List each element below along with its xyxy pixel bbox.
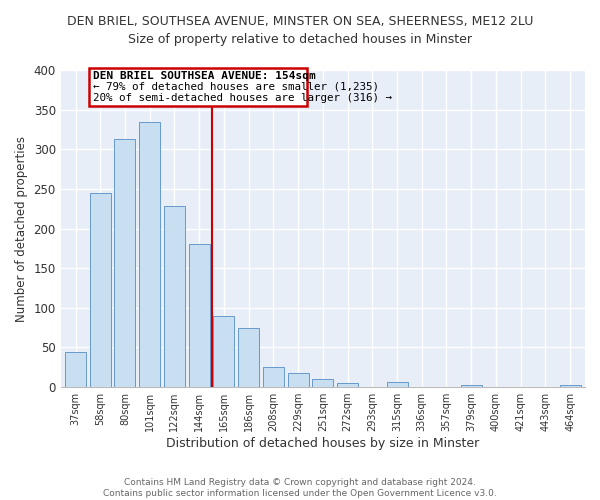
Bar	[386, 382, 407, 387]
Text: Contains HM Land Registry data © Crown copyright and database right 2024.
Contai: Contains HM Land Registry data © Crown c…	[103, 478, 497, 498]
Bar	[139, 122, 160, 387]
Bar	[560, 386, 581, 387]
Text: 20% of semi-detached houses are larger (316) →: 20% of semi-detached houses are larger (…	[93, 93, 392, 103]
Text: ← 79% of detached houses are smaller (1,235): ← 79% of detached houses are smaller (1,…	[93, 82, 379, 92]
Bar	[188, 244, 209, 387]
Y-axis label: Number of detached properties: Number of detached properties	[15, 136, 28, 322]
Bar	[238, 328, 259, 387]
Bar	[90, 193, 111, 387]
Bar	[65, 352, 86, 387]
X-axis label: Distribution of detached houses by size in Minster: Distribution of detached houses by size …	[166, 437, 479, 450]
Bar	[115, 139, 136, 387]
Bar	[313, 379, 334, 387]
Text: DEN BRIEL, SOUTHSEA AVENUE, MINSTER ON SEA, SHEERNESS, ME12 2LU: DEN BRIEL, SOUTHSEA AVENUE, MINSTER ON S…	[67, 15, 533, 28]
Bar	[461, 386, 482, 387]
Bar	[263, 368, 284, 387]
Bar	[164, 206, 185, 387]
Bar	[287, 373, 308, 387]
FancyBboxPatch shape	[89, 68, 307, 106]
Bar	[337, 383, 358, 387]
Text: DEN BRIEL SOUTHSEA AVENUE: 154sqm: DEN BRIEL SOUTHSEA AVENUE: 154sqm	[93, 71, 316, 81]
Text: Size of property relative to detached houses in Minster: Size of property relative to detached ho…	[128, 32, 472, 46]
Bar	[214, 316, 235, 387]
